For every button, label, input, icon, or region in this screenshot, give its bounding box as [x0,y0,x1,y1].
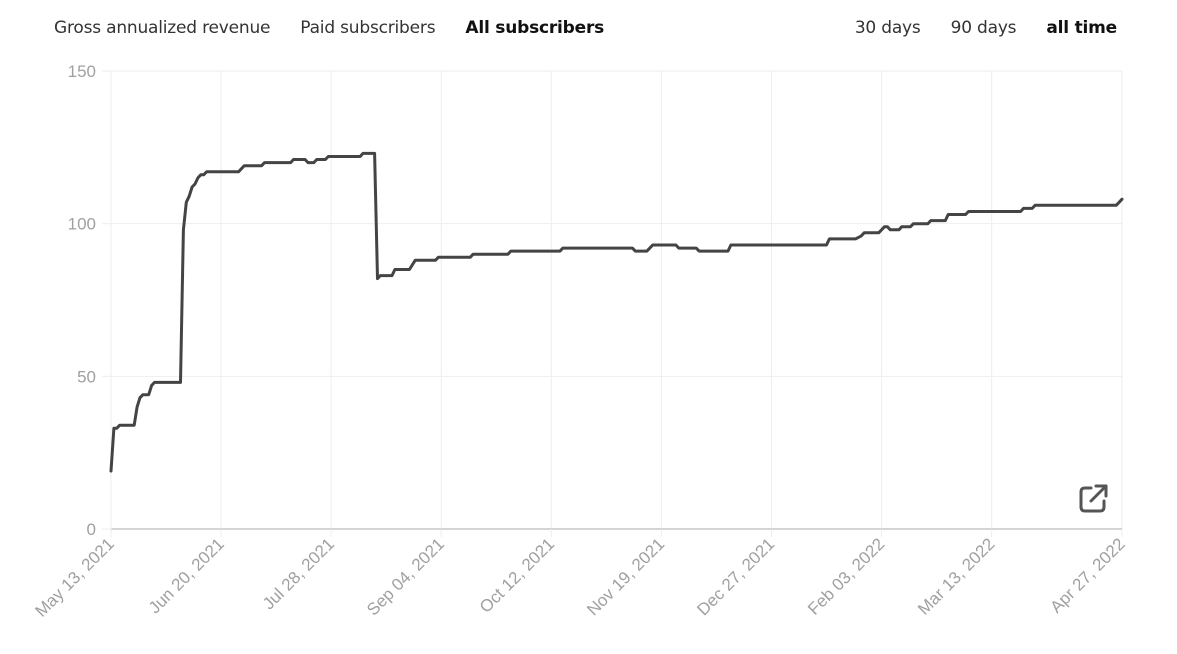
x-tick-label: Jun 20, 2021 [145,534,228,617]
x-tick-label: Dec 27, 2021 [693,534,778,619]
y-axis-ticks: 0 50 100 150 [68,62,111,539]
x-tick-label: Feb 03, 2022 [804,534,888,618]
x-tick-label: Sep 04, 2021 [363,534,448,619]
x-tick-label: Oct 12, 2021 [476,534,558,616]
tab-paid-subscribers[interactable]: Paid subscribers [300,18,436,38]
y-tick-label: 50 [77,367,96,386]
x-tick-label: Nov 19, 2021 [583,534,668,619]
tab-90-days[interactable]: 90 days [950,18,1017,38]
x-axis-ticks: May 13, 2021 Jun 20, 2021 Jul 28, 2021 Sep … [32,529,1129,621]
y-tick-label: 150 [68,62,96,81]
series-layer [109,151,1124,473]
x-tick-label: May 13, 2021 [32,534,118,620]
metric-tabs: Gross annualized revenue Paid subscriber… [54,16,634,40]
x-tick-label: Mar 13, 2022 [914,534,998,618]
x-tick-label: Jul 28, 2021 [259,534,338,613]
external-link-icon[interactable] [1078,482,1110,514]
series-line [109,151,1124,473]
tab-all-subscribers[interactable]: All subscribers [465,18,605,38]
grid-lines [110,70,1123,529]
tab-30-days[interactable]: 30 days [854,18,921,38]
range-tabs: 30 days 90 days all time [825,16,1117,40]
tab-gross-annualized-revenue[interactable]: Gross annualized revenue [54,18,271,38]
axes [110,71,1122,530]
y-tick-label: 100 [68,215,96,234]
tab-all-time[interactable]: all time [1046,18,1117,38]
x-tick-label: Apr 27, 2022 [1047,534,1129,616]
y-tick-label: 0 [87,520,96,539]
